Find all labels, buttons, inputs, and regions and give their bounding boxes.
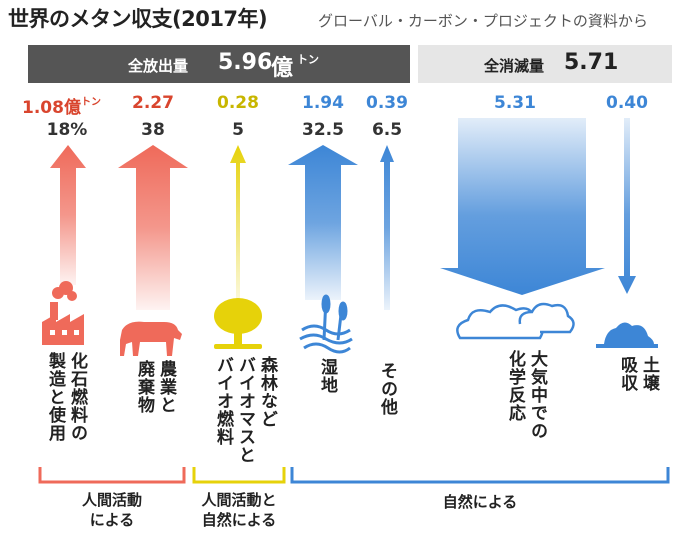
category-bracket-natural [290,467,670,484]
flow-label-other: その他 [377,362,397,416]
flow-value-wetland: 1.94 [302,93,344,113]
total-sink-value: 5.71 [564,50,619,75]
factory-icon [42,281,84,345]
total-emission-unit: 億 [271,56,294,81]
flow-arrow-biomass [230,145,246,300]
flow-value-biomass: 0.28 [217,93,259,113]
flow-label-soil: 土壌 吸収 [617,356,659,392]
flow-value-other: 0.39 [366,93,408,113]
flow-share-fossil: 18% [46,120,88,140]
page-title: 世界のメタン収支(2017年) [8,7,268,31]
source-note: グローバル・カーボン・プロジェクトの資料から [318,12,648,30]
flow-arrow-soil [618,118,636,294]
category-label-human: 人間活動 による [81,491,142,529]
flow-share-wetland: 32.5 [302,120,344,140]
flow-arrow-agriculture [118,145,188,310]
flow-label-biomass: 森林など バイオマスと バイオ燃料 [213,356,277,464]
flow-value-atmosphere: 5.31 [494,93,536,113]
flow-arrow-wetland [288,145,358,300]
flow-value-agriculture: 2.27 [132,93,174,113]
flow-arrow-other [380,145,394,310]
cow-icon [120,321,182,356]
soil-icon [596,322,658,348]
total-emission-label: 全放出量 [128,57,189,75]
category-label-natural: 自然による [442,493,518,511]
flow-label-wetland: 湿地 [317,358,337,394]
flow-arrow-fossil [50,145,86,285]
category-bracket-human [38,467,186,484]
flow-label-fossil: 化石燃料の 製造と使用 [45,352,87,442]
flow-share-agriculture: 38 [141,120,165,140]
category-label-mixed: 人間活動と 自然による [201,491,277,529]
total-emission-unit-sup: トン [297,53,319,66]
total-emission-bar: 全放出量 5.96 億 トン [28,45,410,83]
category-bracket-mixed [192,467,286,484]
wetland-icon [299,294,353,354]
flow-label-agriculture: 農業と 廃棄物 [134,360,176,414]
cloud-icon [456,302,575,340]
total-emission-value: 5.96 [218,50,273,75]
flow-arrow-atmosphere [440,118,605,295]
flow-share-biomass: 5 [232,120,244,140]
flow-value-fossil: 1.08億トン [22,97,101,118]
tree-icon [214,298,262,349]
flow-share-other: 6.5 [371,120,403,140]
total-sink-label: 全消滅量 [484,57,545,75]
flow-label-atmosphere: 大気中での 化学反応 [505,350,547,440]
total-sink-bar: 全消滅量 5.71 [418,45,672,83]
flow-value-soil: 0.40 [606,93,648,113]
